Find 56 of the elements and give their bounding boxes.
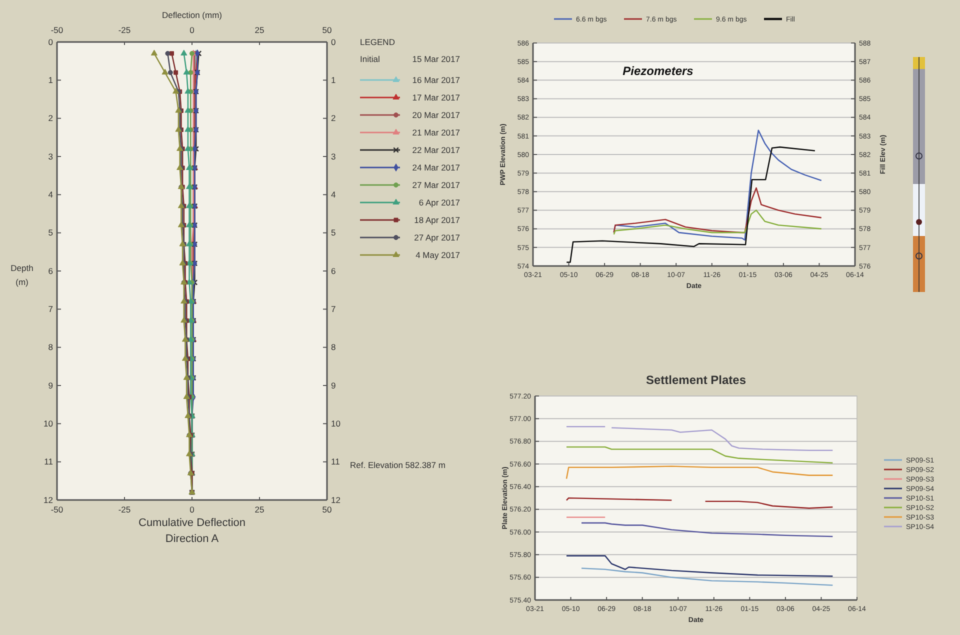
y2-tick-label: 3 — [331, 151, 336, 162]
text: 15 Mar 2017 — [412, 54, 460, 64]
y-tick-label: 8 — [48, 342, 54, 352]
x-tick-label: 50 — [322, 504, 332, 514]
y-tick-label: 2 — [48, 113, 54, 124]
y-tick-label: 10 — [44, 418, 54, 428]
text: Piezometers — [622, 64, 694, 78]
x-tick-label: 25 — [254, 504, 264, 514]
legend-label: 22 Mar 2017 — [412, 144, 460, 155]
legend-label: 6 Apr 2017 — [418, 197, 460, 208]
legend-label: 16 Mar 2017 — [412, 74, 460, 85]
y2-tick-label: 0 — [331, 36, 336, 47]
y2-tick-label: 4 — [331, 190, 336, 200]
y-tick-label: 7 — [48, 304, 54, 314]
legend-label: 27 Mar 2017 — [412, 180, 460, 190]
y2-tick-label: 10 — [331, 418, 341, 428]
x2-tick-label: 50 — [322, 25, 332, 35]
y2-tick-label: 11 — [331, 456, 340, 467]
y2-tick-label: 8 — [331, 342, 336, 352]
y2-tick-label: 9 — [331, 380, 336, 390]
chart-title: Settlement Plates — [646, 373, 746, 387]
x-tick-label: -25 — [118, 504, 131, 514]
text: Ref. Elevation 582.387 m — [350, 460, 446, 470]
y2-tick-label: 2 — [331, 113, 336, 124]
y-tick-label: 12 — [44, 494, 54, 505]
x2-axis-title: Deflection (mm) — [162, 10, 222, 20]
y2-tick-label: 5 — [331, 228, 336, 238]
y-tick-label: 4 — [48, 190, 54, 200]
y-tick-label: 6 — [48, 266, 54, 276]
x2-tick-label: 25 — [254, 25, 264, 35]
y2-tick-label: 1 — [331, 75, 336, 85]
x-tick-label: -50 — [50, 504, 64, 514]
x2-tick-label: 0 — [190, 25, 195, 35]
x-axis-title: Cumulative Deflection Direction A — [138, 517, 246, 545]
y2-tick-label: 6 — [331, 266, 336, 276]
y-tick-label: 1 — [48, 75, 54, 85]
text: Initial — [360, 54, 380, 64]
x-tick-label: 0 — [190, 504, 195, 514]
legend-label: 20 Mar 2017 — [412, 110, 460, 120]
legend-label: 17 Mar 2017 — [412, 92, 460, 102]
y2-tick-label: 12 — [331, 494, 341, 505]
legend-label: 4 May 2017 — [416, 250, 460, 260]
legend-label: 27 Apr 2017 — [414, 232, 460, 242]
y-tick-label: 3 — [48, 151, 54, 162]
y-tick-label: 9 — [48, 380, 54, 390]
legend-title: LEGEND — [360, 37, 395, 47]
legend-label: 21 Mar 2017 — [412, 127, 460, 138]
x2-tick-label: -50 — [50, 25, 64, 35]
y-tick-label: 5 — [48, 228, 54, 238]
legend-label: 24 Mar 2017 — [412, 162, 460, 172]
y-tick-label: 11 — [44, 456, 54, 467]
y2-tick-label: 7 — [331, 304, 336, 314]
legend-label: 18 Apr 2017 — [414, 214, 460, 225]
y-tick-label: 0 — [48, 36, 54, 47]
x2-tick-label: -25 — [118, 25, 131, 35]
y-axis-title: Depth (m) — [10, 263, 34, 287]
